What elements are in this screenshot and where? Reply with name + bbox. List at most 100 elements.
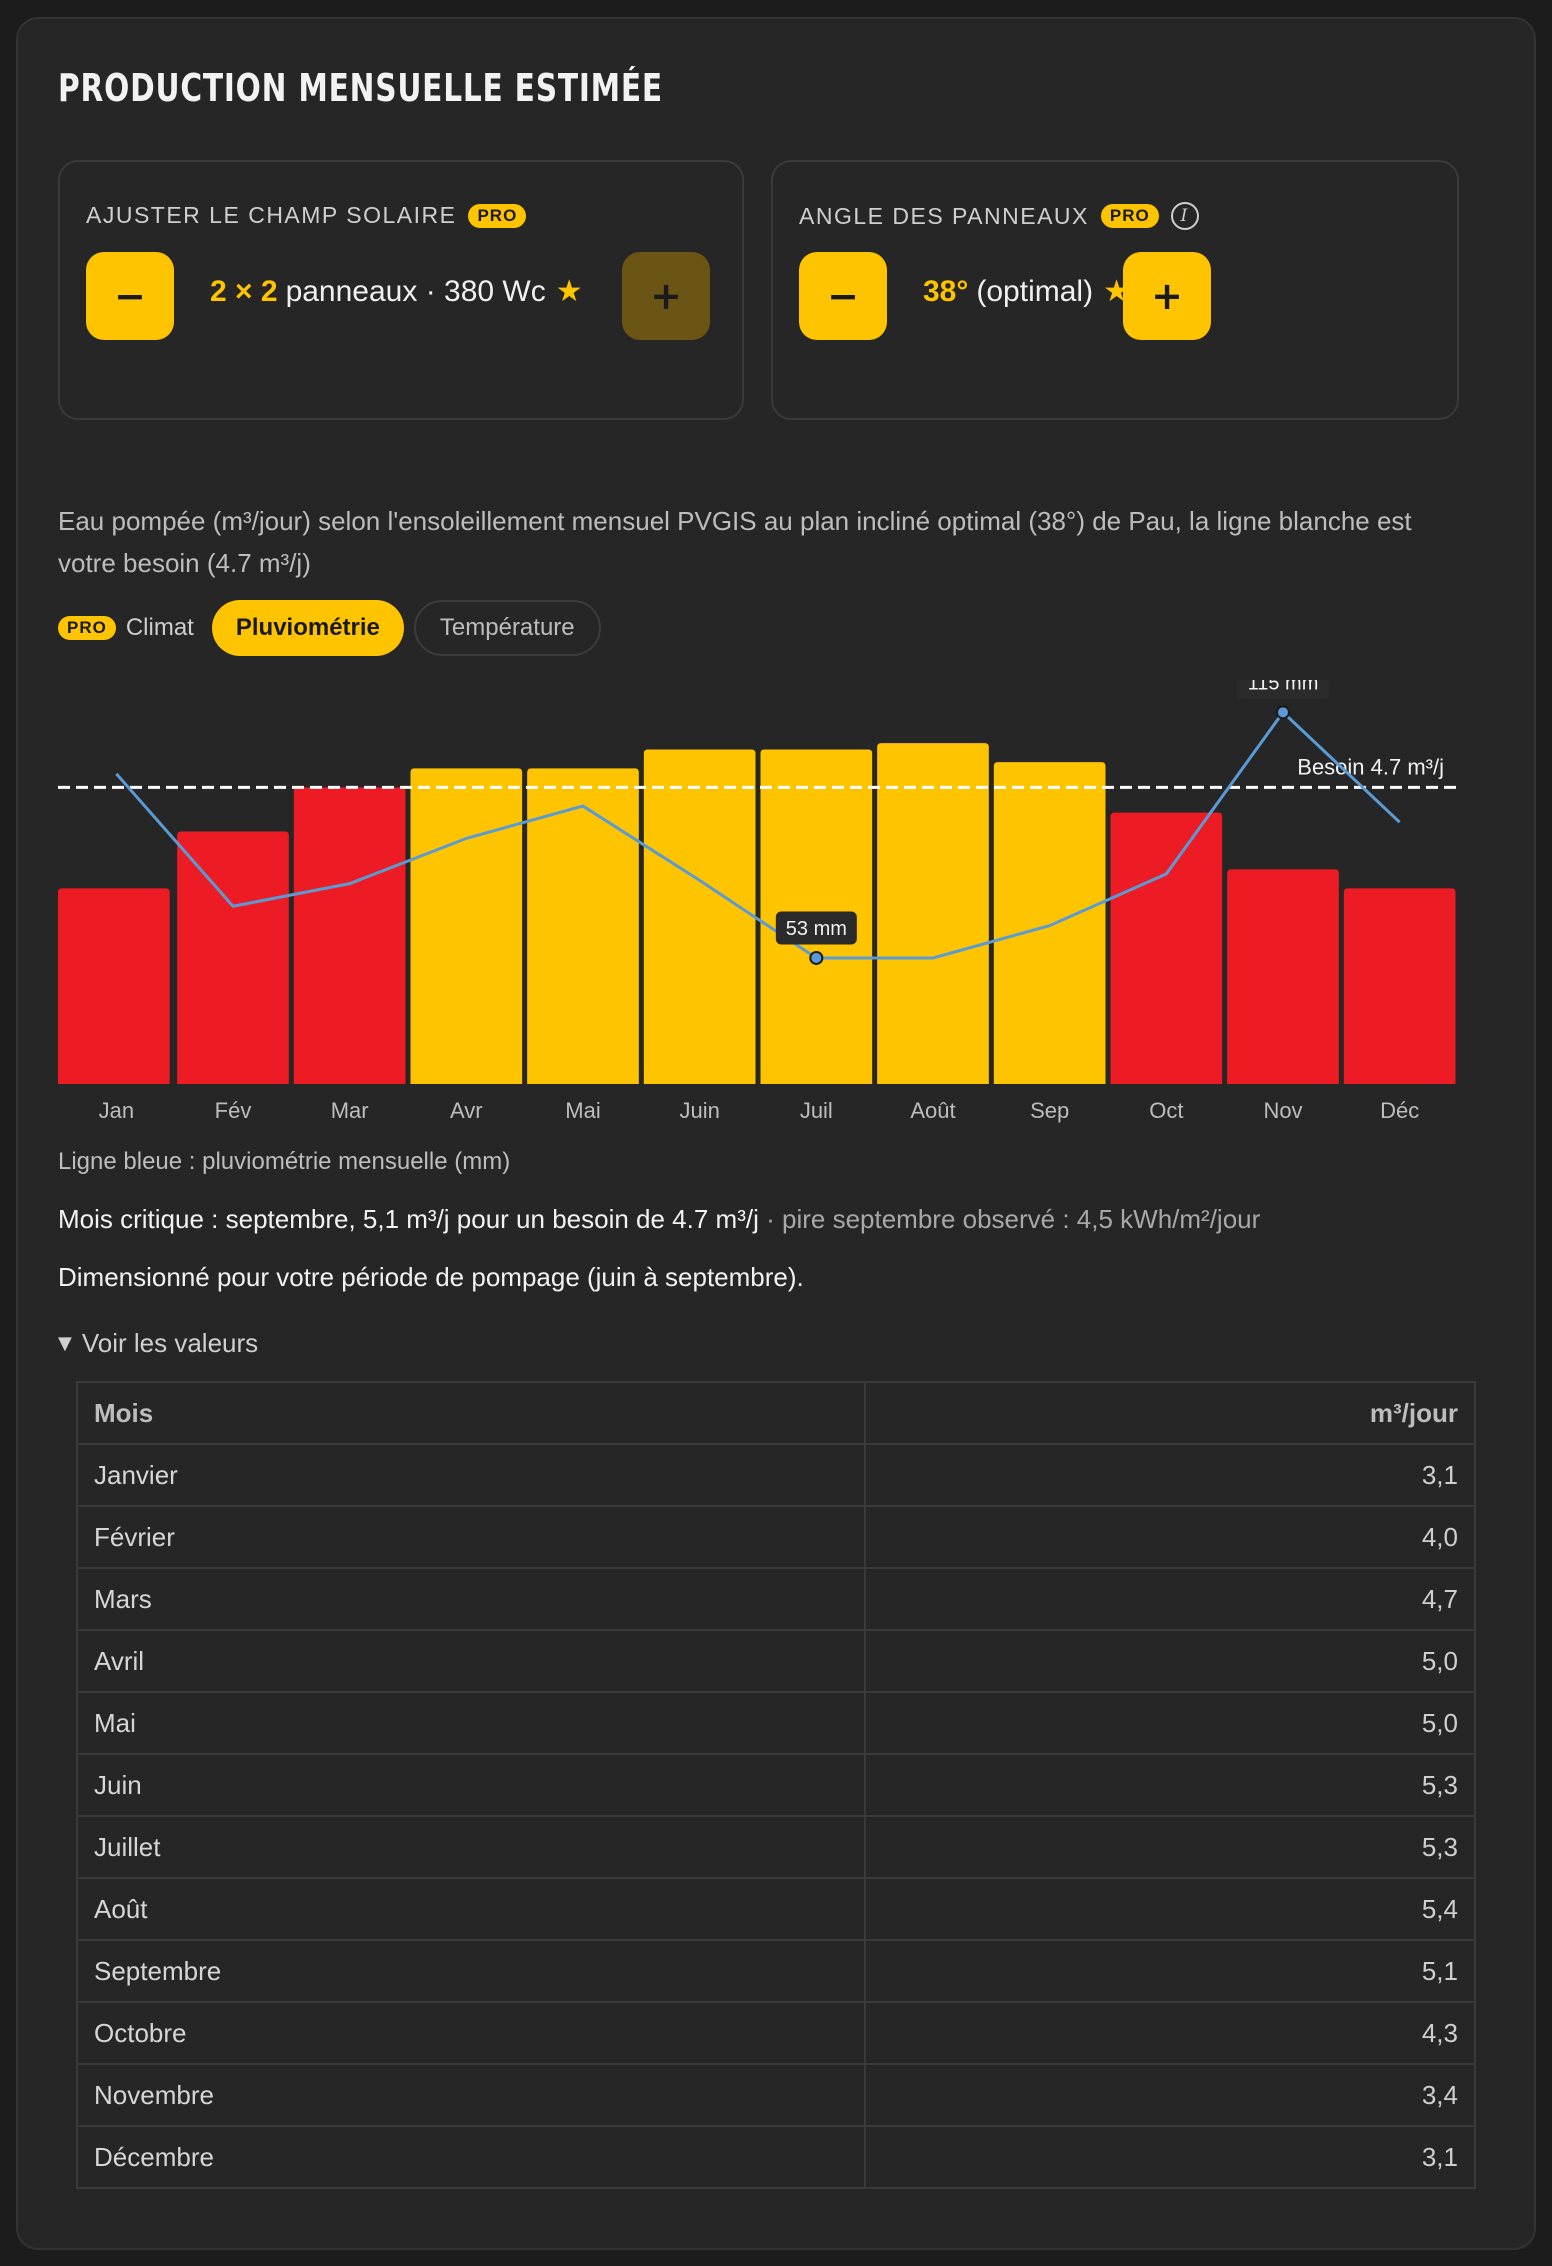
month-cell: Décembre bbox=[76, 2125, 866, 2189]
bar-fév bbox=[177, 831, 289, 1084]
x-tick-label: Avr bbox=[450, 1098, 483, 1123]
table-row: Juin 5,3 bbox=[76, 1753, 1476, 1817]
triangle-down-icon: ▼ bbox=[58, 1333, 72, 1354]
volume-cell: 5,0 bbox=[864, 1691, 1476, 1755]
threshold-label-bg bbox=[1286, 749, 1456, 784]
table-row: Août 5,4 bbox=[76, 1877, 1476, 1941]
monthly-production-chart: Besoin 4.7 m³/j 53 mm 115 mm Jan Fév Mar Avr Ma… bbox=[58, 680, 1458, 1123]
table-row: Février 4,0 bbox=[76, 1505, 1476, 1569]
climate-option-temperature[interactable]: Température bbox=[413, 600, 601, 656]
critical-month-detail: · pire septembre observé : 4,5 kWh/m²/jo… bbox=[766, 1204, 1261, 1234]
panel-count-value: 2 × 2 panneaux · 380 Wc ★ bbox=[210, 274, 583, 309]
pro-badge: PRO bbox=[468, 203, 527, 228]
month-cell: Septembre bbox=[76, 1939, 866, 2003]
annotation-box bbox=[775, 911, 857, 945]
table-row: Mars 4,7 bbox=[76, 1567, 1476, 1631]
table-row: Janvier 3,1 bbox=[76, 1443, 1476, 1507]
table-row: Novembre 3,4 bbox=[76, 2063, 1476, 2127]
annotation-label: 115 mm bbox=[1248, 680, 1319, 694]
increase-panels-button[interactable]: + bbox=[622, 252, 710, 340]
info-icon[interactable]: i bbox=[1170, 202, 1199, 230]
rainfall-line bbox=[115, 710, 1401, 960]
volume-cell: 3,1 bbox=[864, 2125, 1476, 2189]
angle-text: (optimal) bbox=[976, 274, 1094, 308]
x-tick-label: Juin bbox=[679, 1098, 719, 1123]
bar-oct bbox=[1110, 812, 1223, 1084]
chart-description: Eau pompée (m³/jour) selon l'ensoleillem… bbox=[58, 506, 1412, 578]
volume-cell: 4,0 bbox=[864, 1505, 1476, 1569]
sizing-note: Dimensionné pour votre période de pompag… bbox=[58, 1262, 804, 1292]
month-cell: Novembre bbox=[76, 2063, 866, 2127]
solar-field-label: AJUSTER LE CHAMP SOLAIRE bbox=[86, 202, 457, 228]
month-cell: Janvier bbox=[76, 1443, 866, 1507]
annotation-box bbox=[1236, 680, 1330, 699]
month-cell: Octobre bbox=[76, 2001, 866, 2065]
header-volume: m³/jour bbox=[864, 1381, 1476, 1445]
x-tick-label: Mar bbox=[331, 1098, 369, 1123]
volume-cell: 5,0 bbox=[864, 1629, 1476, 1693]
panel-angle-panel: ANGLE DES PANNEAUX PRO i − 38° (optimal)… bbox=[771, 160, 1459, 420]
climate-option-rainfall[interactable]: Pluviométrie bbox=[211, 600, 404, 656]
bar-août bbox=[877, 743, 989, 1084]
panel-count-text: panneaux · 380 Wc bbox=[285, 274, 546, 308]
month-cell: Juillet bbox=[76, 1815, 866, 1879]
increase-angle-button[interactable]: + bbox=[1123, 252, 1211, 340]
month-cell: Avril bbox=[76, 1629, 866, 1693]
bar-juin bbox=[643, 749, 756, 1084]
climate-label: Climat bbox=[125, 614, 194, 641]
decrease-angle-button[interactable]: − bbox=[799, 252, 887, 340]
table-header-row: Mois m³/jour bbox=[76, 1381, 1476, 1445]
volume-cell: 3,1 bbox=[864, 1443, 1476, 1507]
table-row: Avril 5,0 bbox=[76, 1629, 1476, 1693]
x-tick-label: Juil bbox=[800, 1098, 833, 1123]
angle-value: 38° (optimal) ★ bbox=[923, 274, 1130, 309]
month-cell: Août bbox=[76, 1877, 866, 1941]
panel-angle-label: ANGLE DES PANNEAUX bbox=[799, 202, 1089, 229]
table-row: Mai 5,0 bbox=[76, 1691, 1476, 1755]
show-values-label: Voir les valeurs bbox=[81, 1328, 259, 1358]
solar-field-panel: AJUSTER LE CHAMP SOLAIRE PRO − 2 × 2 pan… bbox=[58, 160, 744, 420]
rain-line-legend: Ligne bleue : pluviométrie mensuelle (mm… bbox=[58, 1148, 511, 1175]
page-title: Production mensuelle estimée bbox=[58, 66, 663, 110]
bar-avr bbox=[410, 768, 523, 1084]
volume-cell: 4,7 bbox=[864, 1567, 1476, 1631]
x-tick-label: Fév bbox=[215, 1098, 252, 1123]
bar-jan bbox=[58, 888, 170, 1084]
x-tick-label: Jan bbox=[99, 1098, 134, 1123]
pro-badge: PRO bbox=[58, 616, 116, 640]
bar-sep bbox=[993, 762, 1106, 1084]
volume-cell: 5,3 bbox=[864, 1815, 1476, 1879]
volume-cell: 5,4 bbox=[864, 1877, 1476, 1941]
decrease-panels-button[interactable]: − bbox=[86, 252, 174, 340]
panel-angle-label-row: ANGLE DES PANNEAUX PRO i bbox=[799, 202, 1199, 230]
values-table: Mois m³/jour Janvier 3,1 Février 4,0 Mars 4,7… bbox=[76, 1381, 1476, 2189]
month-cell: Mai bbox=[76, 1691, 866, 1755]
table-row: Octobre 4,3 bbox=[76, 2001, 1476, 2065]
volume-cell: 5,3 bbox=[864, 1753, 1476, 1817]
show-values-toggle[interactable]: ▼ Voir les valeurs bbox=[58, 1328, 258, 1359]
bar-mar bbox=[293, 787, 406, 1084]
table-row: Septembre 5,1 bbox=[76, 1939, 1476, 2003]
critical-month-note: Mois critique : septembre, 5,1 m³/j pour… bbox=[58, 1204, 1260, 1235]
rainfall-point-nov bbox=[1276, 705, 1290, 720]
bar-mai bbox=[527, 768, 639, 1084]
star-icon: ★ bbox=[555, 274, 583, 309]
x-tick-label: Août bbox=[910, 1098, 955, 1123]
threshold-label: Besoin 4.7 m³/j bbox=[1297, 754, 1444, 779]
climate-toggle-row: PRO Climat Pluviométrie Température bbox=[58, 600, 601, 656]
x-tick-label: Oct bbox=[1149, 1098, 1183, 1123]
annotation-label: 53 mm bbox=[786, 918, 847, 940]
panel-count-highlight: 2 × 2 bbox=[210, 274, 278, 308]
month-cell: Février bbox=[76, 1505, 866, 1569]
volume-cell: 5,1 bbox=[864, 1939, 1476, 2003]
volume-cell: 3,4 bbox=[864, 2063, 1476, 2127]
month-cell: Juin bbox=[76, 1753, 866, 1817]
month-cell: Mars bbox=[76, 1567, 866, 1631]
volume-cell: 4,3 bbox=[864, 2001, 1476, 2065]
solar-field-label-row: AJUSTER LE CHAMP SOLAIRE PRO bbox=[86, 202, 527, 229]
pro-badge: PRO bbox=[1100, 204, 1159, 228]
table-row: Juillet 5,3 bbox=[76, 1815, 1476, 1879]
x-tick-label: Déc bbox=[1380, 1098, 1419, 1123]
bar-déc bbox=[1343, 888, 1456, 1084]
x-tick-label: Mai bbox=[565, 1098, 600, 1123]
